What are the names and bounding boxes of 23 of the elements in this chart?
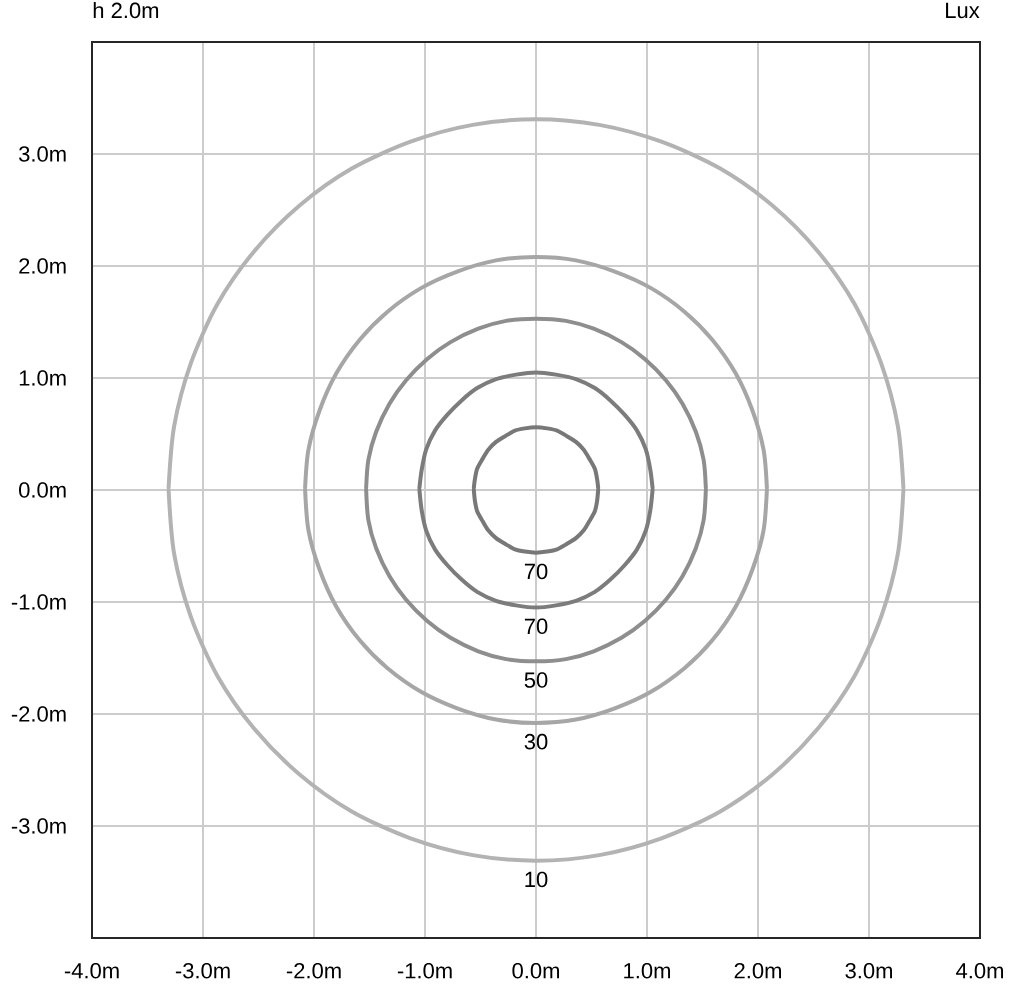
series-label: 50 [524, 672, 548, 688]
y-tick-label: 3.0m [19, 146, 66, 162]
x-tick-label: 0.0m [512, 962, 559, 979]
x-tick-label: -1.0m [397, 962, 452, 979]
series-label: 30 [524, 733, 548, 750]
x-tick-label: 4.0m [956, 962, 1003, 979]
series-label: 70 [524, 618, 548, 635]
x-tick-label: 3.0m [845, 962, 892, 979]
x-tick-label: 2.0m [734, 962, 781, 979]
series-label: 10 [525, 871, 548, 888]
series-label: 70 [524, 563, 548, 580]
x-tick-label: 1.0m [624, 962, 670, 979]
x-tick-label: -2.0m [286, 962, 341, 979]
y-tick-label: -3.0m [11, 818, 66, 834]
y-tick-label: -2.0m [11, 706, 66, 722]
text: Lux [946, 2, 980, 19]
y-tick-label: 2.0m [19, 258, 66, 274]
y-tick-label: 1.0m [19, 370, 66, 386]
x-tick-label: -3.0m [175, 962, 230, 979]
y-tick-label: 0.0m [19, 482, 66, 498]
chart-title: h 2.0m [93, 2, 159, 19]
x-tick-label: -4.0m [64, 962, 119, 979]
y-tick-label: -1.0m [11, 594, 66, 610]
